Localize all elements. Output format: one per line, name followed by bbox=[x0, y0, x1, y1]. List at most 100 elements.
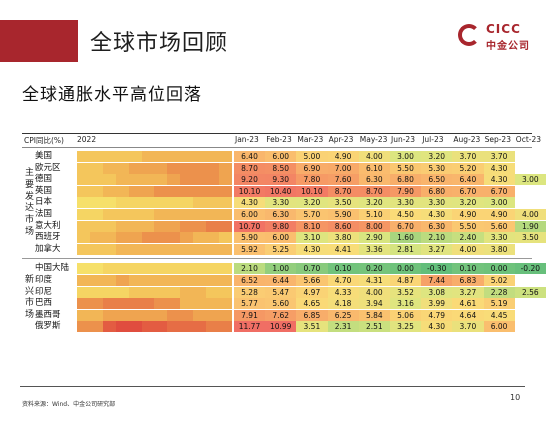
value-heat-cell bbox=[483, 174, 516, 186]
history-heat-cell bbox=[193, 321, 207, 333]
cpi-value: 6.00 bbox=[241, 210, 258, 219]
table-row: 俄罗斯 11.77 10.99 3.51 2.31 2.51 3.25 4.30 3.70 6.0… bbox=[22, 321, 532, 333]
cpi-value bbox=[515, 197, 546, 208]
history-heat-cell bbox=[180, 298, 194, 310]
value-heat-cell bbox=[514, 263, 547, 275]
history-heat-cell bbox=[141, 151, 155, 162]
table-top-rule bbox=[22, 133, 532, 134]
cpi-value: 9.30 bbox=[272, 175, 290, 185]
history-heat-cell bbox=[167, 162, 181, 174]
value-heat-cell bbox=[265, 275, 297, 286]
cpi-value: 1.00 bbox=[272, 264, 290, 274]
cpi-value: 8.70 bbox=[365, 186, 383, 196]
history-heat-cell bbox=[218, 197, 233, 209]
history-heat-cell bbox=[218, 232, 233, 244]
cpi-value: 2.56 bbox=[521, 287, 539, 297]
value-heat-cell bbox=[390, 162, 422, 174]
history-heat-cell bbox=[89, 309, 104, 321]
history-heat-cell bbox=[102, 162, 117, 174]
history-heat-cell bbox=[89, 243, 104, 255]
value-heat-cell bbox=[421, 298, 453, 310]
history-heat-cell bbox=[115, 243, 130, 255]
logo-text-en: CICC bbox=[486, 22, 521, 36]
cpi-value: -0.30 bbox=[426, 264, 447, 274]
history-heat-cell bbox=[102, 309, 117, 321]
value-heat-cell bbox=[390, 209, 422, 220]
cpi-value: 8.70 bbox=[241, 163, 258, 173]
cpi-value: 6.30 bbox=[428, 221, 446, 231]
value-heat-cell bbox=[265, 151, 297, 162]
history-heat-cell bbox=[167, 243, 181, 255]
value-heat-cell bbox=[390, 298, 422, 310]
value-heat-cell bbox=[390, 185, 422, 197]
cpi-value: 6.00 bbox=[272, 152, 290, 161]
value-heat-cell bbox=[452, 209, 485, 220]
value-heat-cell bbox=[514, 209, 547, 220]
cpi-value: 3.70 bbox=[459, 152, 477, 161]
history-heat-cell bbox=[167, 263, 181, 275]
history-heat-cell bbox=[89, 321, 104, 333]
history-heat-cell bbox=[218, 321, 233, 333]
value-heat-cell bbox=[390, 232, 422, 244]
history-heat-cell bbox=[77, 174, 91, 186]
country-label: 法国 bbox=[35, 209, 53, 219]
history-heat-cell bbox=[115, 174, 130, 186]
history-heat-cell bbox=[102, 151, 117, 162]
value-heat-cell bbox=[390, 263, 422, 275]
value-heat-cell bbox=[234, 162, 266, 174]
value-heat-cell bbox=[483, 232, 516, 244]
cpi-value: 0.70 bbox=[303, 264, 321, 274]
history-heat-cell bbox=[154, 275, 168, 286]
value-heat-cell bbox=[358, 151, 391, 162]
cpi-value: 3.99 bbox=[428, 299, 446, 309]
history-heat-cell bbox=[115, 209, 130, 220]
history-heat-cell bbox=[102, 243, 117, 255]
history-heat-cell bbox=[102, 298, 117, 310]
cpi-value bbox=[515, 298, 546, 309]
history-heat-cell bbox=[141, 197, 155, 209]
cpi-value: 4.30 bbox=[428, 210, 446, 219]
value-heat-cell bbox=[421, 243, 453, 255]
group-label: 新兴市场 bbox=[25, 274, 35, 320]
history-heat-cell bbox=[128, 286, 142, 298]
history-heat-cell bbox=[128, 197, 142, 209]
history-heat-cell bbox=[218, 243, 233, 255]
cpi-value: 3.00 bbox=[521, 175, 539, 185]
value-heat-cell bbox=[483, 220, 516, 232]
table-row: 意大利 10.70 9.80 8.10 8.60 8.00 6.70 6.30 5.50 5.60… bbox=[22, 220, 547, 232]
history-heat-cell bbox=[193, 197, 207, 209]
history-heat-cell bbox=[206, 162, 220, 174]
history-heat-cell bbox=[180, 220, 194, 232]
cpi-value: 6.80 bbox=[397, 175, 414, 185]
value-heat-cell bbox=[265, 321, 297, 333]
value-heat-cell bbox=[296, 321, 329, 333]
value-heat-cell bbox=[234, 232, 266, 244]
history-heat-cell bbox=[154, 243, 168, 255]
cpi-value: 4.30 bbox=[303, 244, 321, 254]
cpi-value: 4.18 bbox=[334, 299, 352, 309]
page-number: 10 bbox=[510, 393, 521, 402]
history-heat-cell bbox=[102, 263, 117, 275]
history-heat-cell bbox=[193, 185, 207, 197]
history-heat-cell bbox=[77, 309, 91, 321]
history-heat-cell bbox=[154, 232, 168, 244]
history-heat-cell bbox=[180, 151, 194, 162]
cpi-value: 6.30 bbox=[272, 210, 290, 219]
cpi-value: 3.08 bbox=[428, 287, 446, 297]
history-heat-cell bbox=[193, 243, 207, 255]
cpi-value: 5.47 bbox=[272, 287, 290, 297]
value-heat-cell bbox=[514, 232, 547, 244]
cpi-value: 8.00 bbox=[365, 221, 383, 231]
cpi-value: 4.41 bbox=[334, 244, 352, 254]
history-heat-cell bbox=[115, 197, 130, 209]
history-heat-cell bbox=[102, 286, 117, 298]
value-heat-cell bbox=[452, 174, 485, 186]
value-heat-cell bbox=[390, 309, 422, 321]
history-heat-cell bbox=[154, 321, 168, 333]
history-heat-cell bbox=[141, 298, 155, 310]
value-heat-cell bbox=[421, 275, 453, 286]
history-heat-cell bbox=[115, 321, 130, 333]
page-title: 全球市场回顾 bbox=[90, 31, 229, 56]
history-heat-cell bbox=[89, 220, 104, 232]
history-heat-cell bbox=[218, 298, 233, 310]
